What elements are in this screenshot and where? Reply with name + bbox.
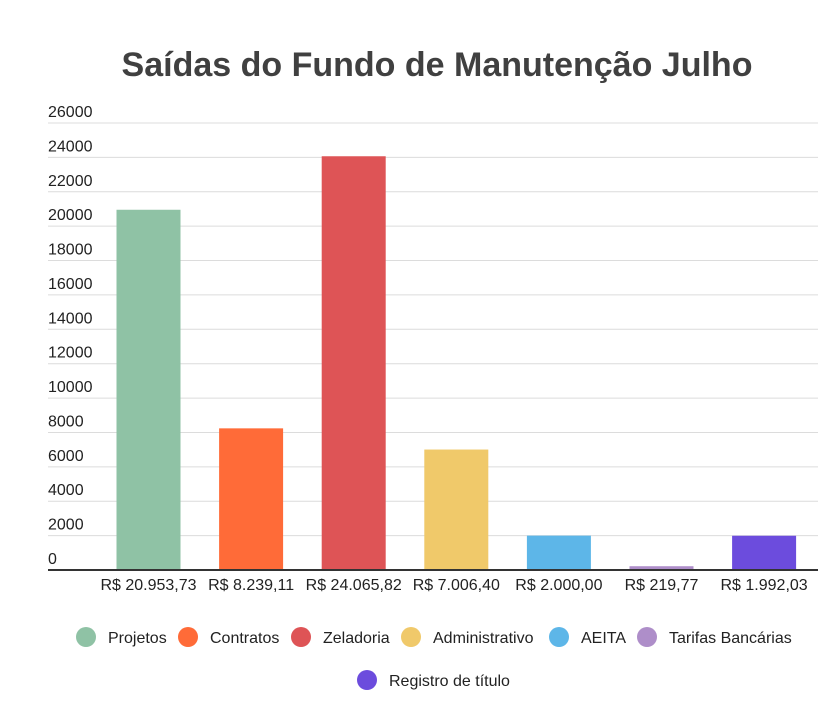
- y-tick-label: 4000: [48, 482, 84, 499]
- legend-swatch: [549, 627, 569, 647]
- legend-item: Tarifas Bancárias: [637, 627, 792, 647]
- y-tick-label: 22000: [48, 173, 93, 190]
- chart-title: Saídas do Fundo de Manutenção Julho: [122, 46, 753, 84]
- legend-item: AEITA: [549, 627, 626, 647]
- legend-swatch: [357, 670, 377, 690]
- y-tick-label: 0: [48, 551, 57, 568]
- legend-label: AEITA: [581, 630, 626, 647]
- bar-2: [219, 428, 284, 570]
- y-tick-label: 14000: [48, 310, 93, 327]
- legend-label: Contratos: [210, 630, 279, 647]
- y-tick-label: 26000: [48, 104, 93, 121]
- bar-6: [629, 566, 694, 570]
- x-category-label: R$ 24.065,82: [306, 577, 402, 594]
- y-tick-label: 16000: [48, 276, 93, 293]
- x-axis-category-labels: R$ 20.953,73 R$ 8.239,11 R$ 24.065,82 R$ 7.…: [100, 577, 807, 594]
- legend: Projetos Contratos Zeladoria Administrativo…: [76, 627, 792, 690]
- x-category-label: R$ 7.006,40: [413, 577, 500, 594]
- legend-swatch: [76, 627, 96, 647]
- y-tick-label: 18000: [48, 242, 93, 259]
- y-tick-label: 10000: [48, 379, 93, 396]
- y-axis-ticks: 0 2000 4000 6000 8000 10000 12000 14000 16000 180…: [48, 104, 93, 568]
- bars: [116, 156, 797, 570]
- x-category-label: R$ 219,77: [625, 577, 699, 594]
- x-category-label: R$ 8.239,11: [208, 577, 294, 594]
- y-tick-label: 2000: [48, 517, 84, 534]
- legend-item: Zeladoria: [291, 627, 390, 647]
- legend-swatch: [637, 627, 657, 647]
- bar-5: [526, 535, 591, 570]
- legend-label: Registro de título: [389, 673, 510, 690]
- bar-7: [732, 535, 797, 570]
- legend-item: Registro de título: [357, 670, 510, 690]
- legend-swatch: [178, 627, 198, 647]
- x-category-label: R$ 1.992,03: [721, 577, 808, 594]
- legend-item: Contratos: [178, 627, 279, 647]
- legend-item: Projetos: [76, 627, 167, 647]
- x-category-label: R$ 20.953,73: [100, 577, 196, 594]
- y-tick-label: 12000: [48, 345, 93, 362]
- legend-label: Zeladoria: [323, 630, 390, 647]
- legend-label: Projetos: [108, 630, 167, 647]
- y-tick-label: 20000: [48, 207, 93, 224]
- bar-4: [424, 449, 489, 570]
- bar-1: [116, 209, 181, 570]
- y-tick-label: 24000: [48, 138, 93, 155]
- y-tick-label: 6000: [48, 448, 84, 465]
- y-tick-label: 8000: [48, 413, 84, 430]
- legend-swatch: [401, 627, 421, 647]
- legend-swatch: [291, 627, 311, 647]
- legend-label: Tarifas Bancárias: [669, 630, 792, 647]
- x-category-label: R$ 2.000,00: [515, 577, 602, 594]
- bar-3: [321, 156, 386, 570]
- legend-label: Administrativo: [433, 630, 534, 647]
- legend-item: Administrativo: [401, 627, 534, 647]
